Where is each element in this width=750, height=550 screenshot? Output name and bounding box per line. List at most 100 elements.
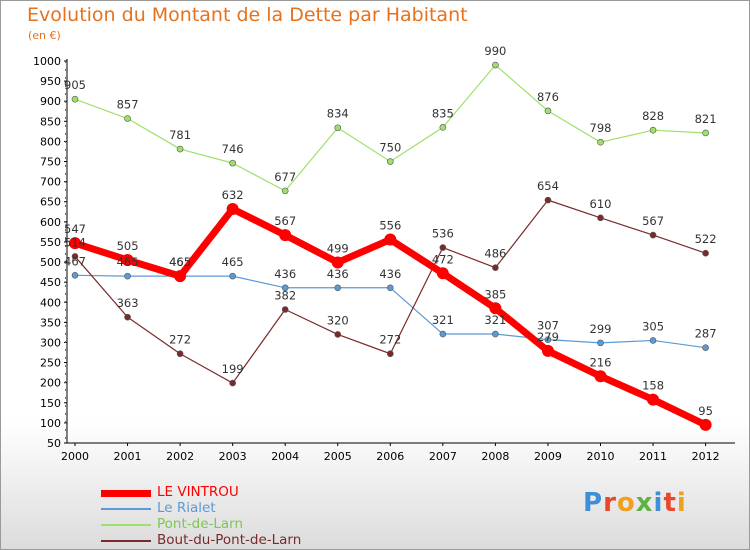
data-point-le-vintrou <box>699 418 712 431</box>
data-label-le-rialet: 305 <box>642 319 664 333</box>
data-label-le-vintrou: 567 <box>274 214 296 228</box>
y-tick-label: 600 <box>40 216 61 229</box>
data-label-bout-du-pont-de-larn: 382 <box>274 289 296 303</box>
data-label-pont-de-larn: 835 <box>432 106 454 120</box>
y-tick-label: 950 <box>40 75 61 88</box>
data-label-pont-de-larn: 834 <box>327 107 349 121</box>
data-label-pont-de-larn: 798 <box>590 121 612 135</box>
data-label-pont-de-larn: 828 <box>642 109 664 123</box>
data-point-le-vintrou <box>279 229 292 242</box>
data-label-le-vintrou: 279 <box>537 330 559 344</box>
data-label-pont-de-larn: 746 <box>222 142 244 156</box>
data-label-le-vintrou: 158 <box>642 379 664 393</box>
y-tick-label: 400 <box>40 296 61 309</box>
data-label-le-rialet: 465 <box>117 255 139 269</box>
data-point-le-vintrou <box>647 393 660 406</box>
data-label-le-rialet: 436 <box>379 267 401 281</box>
data-point-bout-du-pont-de-larn <box>71 253 79 260</box>
legend-label: Le Rialet <box>157 500 216 516</box>
data-point-le-vintrou <box>436 267 449 280</box>
data-point-le-vintrou <box>174 270 187 283</box>
data-label-le-rialet: 467 <box>64 254 86 268</box>
legend-swatch <box>101 524 151 526</box>
data-point-le-vintrou <box>69 237 81 250</box>
y-tick-label: 350 <box>40 316 61 329</box>
data-label-bout-du-pont-de-larn: 272 <box>379 333 401 347</box>
x-tick-label: 2011 <box>639 450 667 463</box>
x-tick-label: 2007 <box>429 450 457 463</box>
data-label-bout-du-pont-de-larn: 654 <box>537 179 559 193</box>
data-point-pont-de-larn <box>544 107 552 115</box>
data-point-le-vintrou <box>121 254 134 267</box>
data-point-le-vintrou <box>384 233 397 246</box>
data-point-bout-du-pont-de-larn <box>229 379 236 387</box>
data-label-pont-de-larn: 905 <box>64 78 86 92</box>
data-label-bout-du-pont-de-larn: 514 <box>64 235 86 249</box>
data-point-le-rialet <box>544 336 552 343</box>
data-label-le-vintrou: 499 <box>327 241 349 255</box>
data-label-le-rialet: 287 <box>695 327 717 341</box>
data-point-bout-du-pont-de-larn <box>492 264 499 271</box>
data-label-le-rialet: 307 <box>537 319 559 333</box>
data-point-le-vintrou <box>226 202 239 215</box>
logo-letter: t <box>663 488 677 518</box>
data-point-bout-du-pont-de-larn <box>439 244 447 251</box>
data-point-pont-de-larn <box>386 158 394 165</box>
y-tick-label: 100 <box>40 417 61 430</box>
x-tick-label: 2000 <box>61 450 89 463</box>
chart-unit: (en €) <box>28 29 61 42</box>
data-label-le-rialet: 436 <box>274 267 296 281</box>
data-label-le-rialet: 321 <box>484 313 506 327</box>
legend-label: LE VINTROU <box>157 484 239 500</box>
y-tick-label: 50 <box>47 437 61 450</box>
data-label-le-vintrou: 465 <box>169 255 191 269</box>
y-tick-label: 900 <box>40 95 61 108</box>
data-point-le-rialet <box>649 337 657 344</box>
data-label-le-vintrou: 472 <box>432 252 454 266</box>
data-point-pont-de-larn <box>176 145 184 153</box>
data-point-bout-du-pont-de-larn <box>702 249 709 257</box>
logo-letter: i <box>676 488 687 518</box>
data-label-le-vintrou: 547 <box>64 222 86 236</box>
data-point-pont-de-larn <box>71 95 79 103</box>
legend-label: Pont-de-Larn <box>157 516 244 532</box>
y-tick-label: 750 <box>40 156 61 169</box>
data-point-le-vintrou <box>331 256 344 269</box>
data-point-pont-de-larn <box>492 61 499 69</box>
data-point-bout-du-pont-de-larn <box>124 313 131 321</box>
legend-swatch <box>101 489 151 497</box>
data-label-pont-de-larn: 876 <box>537 90 559 104</box>
data-point-pont-de-larn <box>281 187 289 195</box>
data-point-le-rialet <box>439 330 447 338</box>
data-point-bout-du-pont-de-larn <box>334 331 342 338</box>
logo-letter: r <box>603 488 617 518</box>
data-point-le-rialet <box>597 339 604 347</box>
data-point-bout-du-pont-de-larn <box>386 350 394 358</box>
x-tick-label: 2009 <box>534 450 562 463</box>
data-point-pont-de-larn <box>439 124 447 131</box>
data-label-le-vintrou: 556 <box>379 219 401 233</box>
y-tick-label: 800 <box>40 135 61 148</box>
data-label-le-vintrou: 505 <box>117 239 139 253</box>
data-point-pont-de-larn <box>334 124 342 132</box>
y-tick-label: 1000 <box>33 55 61 68</box>
logo-letter: P <box>583 488 604 518</box>
data-point-pont-de-larn <box>124 115 131 122</box>
data-point-le-vintrou <box>594 370 607 383</box>
x-tick-label: 2004 <box>271 450 299 463</box>
data-label-pont-de-larn: 677 <box>274 170 296 184</box>
data-point-le-rialet <box>702 344 709 352</box>
data-label-pont-de-larn: 781 <box>169 128 191 142</box>
data-label-pont-de-larn: 857 <box>117 98 139 112</box>
data-label-le-rialet: 465 <box>169 255 191 269</box>
data-point-le-vintrou <box>489 302 502 315</box>
data-point-le-rialet <box>124 272 131 280</box>
data-point-le-rialet <box>386 284 394 292</box>
x-tick-label: 2002 <box>166 450 194 463</box>
data-point-le-vintrou <box>541 344 554 357</box>
y-tick-label: 550 <box>40 236 61 249</box>
data-label-le-vintrou: 385 <box>484 287 506 301</box>
data-point-le-rialet <box>71 272 79 279</box>
data-label-bout-du-pont-de-larn: 199 <box>222 362 244 376</box>
